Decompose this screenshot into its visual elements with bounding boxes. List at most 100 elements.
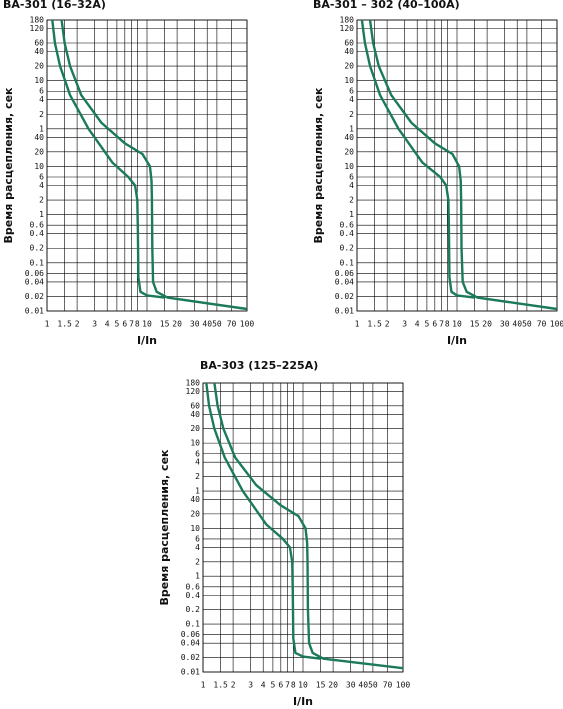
y-tick-label: 1: [195, 487, 200, 496]
x-tick-label: 8: [445, 320, 450, 329]
x-tick-label: 1.5: [367, 320, 382, 329]
x-tick-label: 7: [285, 681, 290, 690]
x-tick-label: 2: [75, 320, 80, 329]
y-tick-label: 0.04: [335, 277, 354, 286]
y-tick-label: 10: [190, 524, 200, 533]
y-tick-label: 20: [344, 147, 354, 156]
x-tick-label: 15: [160, 320, 170, 329]
y-tick-label: 0.01: [181, 668, 200, 677]
y-tick-label: 0.02: [181, 653, 200, 662]
x-tick-label: 20: [328, 681, 338, 690]
curve: [213, 382, 404, 670]
y-tick-label: 0.06: [25, 269, 44, 278]
x-tick-label: 70: [227, 320, 237, 329]
y-tick-label: 0.01: [335, 307, 354, 316]
x-tick-label: 6: [122, 320, 127, 329]
y-tick-label: 6: [195, 534, 200, 543]
x-tick-label: 70: [537, 320, 547, 329]
x-tick-label: 15: [470, 320, 480, 329]
chart-title: ВА-303 (125–225А): [200, 359, 318, 372]
chart-title: ВА-301 (16–32А): [3, 0, 106, 11]
x-tick-label: 2: [385, 320, 390, 329]
chart: 18012060402010642140201064210.60.40.20.1…: [158, 359, 410, 708]
x-tick-label: 4: [261, 681, 266, 690]
y-tick-label: 180: [186, 379, 201, 388]
chart: 18012060402010642140201064210.60.40.20.1…: [2, 0, 254, 347]
y-axis-label: Время расцепления, сек: [2, 87, 15, 244]
y-tick-label: 6: [195, 449, 200, 458]
y-tick-label: 40: [190, 495, 200, 504]
y-tick-label: 0.06: [335, 269, 354, 278]
x-tick-label: 2: [231, 681, 236, 690]
y-tick-label: 1: [39, 124, 44, 133]
curve: [360, 19, 475, 299]
y-tick-label: 0.6: [30, 221, 45, 230]
y-tick-label: 60: [344, 39, 354, 48]
x-tick-label: 1: [201, 681, 206, 690]
x-tick-label: 30: [500, 320, 510, 329]
x-tick-label: 70: [383, 681, 393, 690]
y-tick-label: 0.4: [340, 229, 355, 238]
y-tick-label: 0.06: [181, 630, 200, 639]
x-tick-label: 1: [45, 320, 50, 329]
curve: [60, 19, 248, 311]
y-tick-label: 120: [186, 387, 201, 396]
y-tick-label: 0.02: [25, 292, 44, 301]
y-tick-label: 40: [190, 410, 200, 419]
y-tick-label: 180: [340, 16, 355, 25]
y-tick-label: 40: [34, 47, 44, 56]
y-tick-label: 2: [195, 557, 200, 566]
curve: [368, 19, 558, 311]
y-tick-label: 0.1: [30, 258, 45, 267]
y-tick-label: 20: [34, 62, 44, 71]
y-tick-label: 0.1: [186, 620, 201, 629]
x-tick-label: 15: [316, 681, 326, 690]
x-tick-label: 20: [172, 320, 182, 329]
y-tick-label: 0.2: [340, 244, 355, 253]
x-axis-label: I/In: [447, 334, 467, 347]
y-tick-label: 0.6: [340, 221, 355, 230]
x-tick-label: 8: [291, 681, 296, 690]
x-tick-label: 100: [550, 320, 563, 329]
y-tick-label: 10: [344, 76, 354, 85]
x-tick-label: 10: [298, 681, 308, 690]
chart: 18012060402010642140201064210.60.40.20.1…: [312, 0, 563, 347]
curve: [51, 19, 165, 299]
y-axis-label: Время расцепления, сек: [158, 449, 171, 606]
x-tick-label: 6: [432, 320, 437, 329]
y-tick-label: 180: [30, 16, 45, 25]
x-tick-label: 5: [114, 320, 119, 329]
y-tick-label: 4: [39, 95, 44, 104]
y-tick-label: 0.04: [181, 639, 200, 648]
y-tick-label: 4: [195, 543, 200, 552]
y-tick-label: 4: [195, 458, 200, 467]
x-tick-label: 50: [212, 320, 222, 329]
y-tick-label: 0.4: [30, 229, 45, 238]
x-tick-label: 50: [522, 320, 532, 329]
y-tick-label: 4: [349, 181, 354, 190]
y-tick-label: 60: [34, 39, 44, 48]
x-tick-label: 40: [358, 681, 368, 690]
x-tick-label: 100: [396, 681, 411, 690]
y-tick-label: 20: [34, 147, 44, 156]
x-tick-label: 8: [135, 320, 140, 329]
x-tick-label: 4: [105, 320, 110, 329]
y-tick-label: 1: [39, 210, 44, 219]
y-tick-label: 0.1: [340, 258, 355, 267]
x-tick-label: 5: [424, 320, 429, 329]
x-tick-label: 10: [452, 320, 462, 329]
x-axis-label: I/In: [137, 334, 157, 347]
x-tick-label: 1: [355, 320, 360, 329]
y-tick-label: 2: [39, 196, 44, 205]
y-tick-label: 40: [344, 133, 354, 142]
y-tick-label: 0.4: [186, 591, 201, 600]
y-tick-label: 1: [349, 124, 354, 133]
x-tick-label: 7: [439, 320, 444, 329]
x-tick-label: 30: [346, 681, 356, 690]
x-tick-label: 100: [240, 320, 255, 329]
x-tick-label: 3: [402, 320, 407, 329]
y-tick-label: 0.2: [30, 244, 45, 253]
y-tick-label: 4: [349, 95, 354, 104]
y-tick-label: 10: [344, 162, 354, 171]
